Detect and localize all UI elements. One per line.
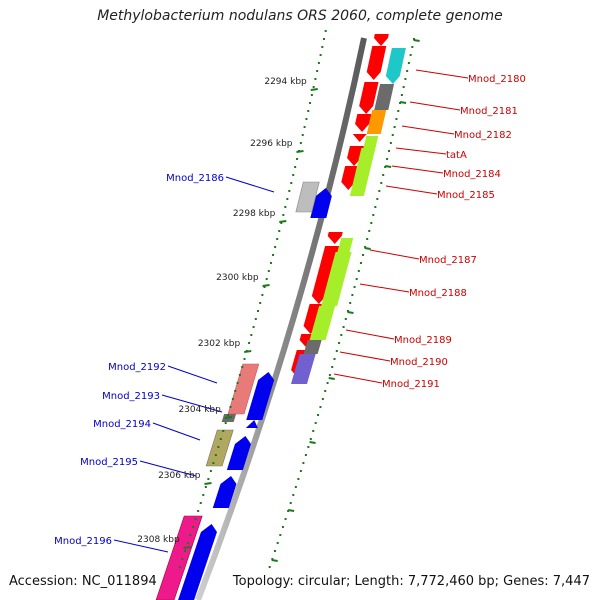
tick-mark xyxy=(364,247,371,250)
gene-block-olive-2194 xyxy=(205,429,234,467)
label-leader xyxy=(385,185,438,195)
gene-label: Mnod_2190 xyxy=(390,357,448,368)
cds-red-5 xyxy=(352,134,367,142)
cds-blue-2196 xyxy=(178,524,217,600)
gene-label: Mnod_2194 xyxy=(93,419,151,430)
cds-blue-2194 xyxy=(226,436,251,470)
gene-label: Mnod_2191 xyxy=(382,379,440,390)
label-leader xyxy=(359,283,410,293)
label-leader xyxy=(345,329,395,340)
tick-mark xyxy=(296,150,304,153)
tick-mark xyxy=(279,220,287,223)
tick-mark xyxy=(262,284,270,287)
tick-label: 2306 kbp xyxy=(158,471,201,481)
gene-block-lime-2187 xyxy=(337,238,354,252)
tick-label: 2296 kbp xyxy=(250,139,293,149)
gene-label: Mnod_2193 xyxy=(102,391,160,402)
label-leader xyxy=(409,101,461,111)
tick-mark xyxy=(183,546,191,549)
gene-label: Mnod_2184 xyxy=(443,169,501,180)
gene-label: Mnod_2180 xyxy=(468,74,526,85)
accession-text: Accession: NC_011894 xyxy=(9,574,157,589)
gene-label: Mnod_2188 xyxy=(409,288,467,299)
gene-label: Mnod_2186 xyxy=(166,173,224,184)
label-leader xyxy=(391,165,444,174)
gene-label: Mnod_2187 xyxy=(419,255,477,266)
tick-mark xyxy=(384,165,392,168)
tick-label: 2308 kbp xyxy=(137,535,180,545)
tick-label: 2294 kbp xyxy=(264,77,307,87)
label-leader xyxy=(401,125,455,135)
tick-mark xyxy=(224,416,233,419)
label-leader xyxy=(225,176,275,193)
label-leader xyxy=(113,539,169,553)
cds-red-7 xyxy=(341,166,360,190)
tick-mark xyxy=(399,101,407,104)
cds-red-2 xyxy=(366,46,387,80)
tick-label: 2300 kbp xyxy=(216,273,259,283)
cds-red-3 xyxy=(359,82,379,114)
cds-blue-2192 xyxy=(246,372,275,420)
label-leader xyxy=(139,460,197,477)
cds-blue-2195 xyxy=(212,476,237,508)
gene-label: Mnod_2196 xyxy=(54,536,112,547)
gene-label: Mnod_2182 xyxy=(454,130,512,141)
label-leader xyxy=(152,422,201,441)
tick-mark xyxy=(309,441,316,444)
tick-mark xyxy=(347,311,354,314)
gene-block-magenta-2196 xyxy=(155,515,203,600)
tick-mark xyxy=(413,39,420,42)
label-leader xyxy=(369,249,420,260)
label-leader xyxy=(167,365,218,384)
outer-track-right xyxy=(268,38,415,568)
gene-label: tatA xyxy=(446,150,467,161)
gene-block-lime-2189 xyxy=(309,306,336,340)
tick-label: 2304 kbp xyxy=(178,405,221,415)
topology-text: Topology: circular; Length: 7,772,460 bp… xyxy=(232,574,590,589)
label-leader xyxy=(415,69,469,79)
label-leader xyxy=(161,394,223,413)
gene-block-lime xyxy=(349,148,376,196)
gene-block-grey-2190 xyxy=(303,340,322,354)
gene-block-purple-2191 xyxy=(290,354,316,384)
cds-red-8 xyxy=(327,232,343,244)
gene-block-salmon-2192 xyxy=(227,363,260,415)
tick-mark xyxy=(204,482,212,485)
cds-red-4 xyxy=(355,114,372,132)
cds-red-6 xyxy=(347,146,364,166)
gene-label: Mnod_2195 xyxy=(80,457,138,468)
gene-label: Mnod_2189 xyxy=(394,335,452,346)
gene-block-orange xyxy=(366,110,387,134)
tick-mark xyxy=(310,88,318,91)
tick-mark xyxy=(328,377,335,380)
tick-label: 2298 kbp xyxy=(233,209,276,219)
gene-label: Mnod_2192 xyxy=(108,362,166,373)
gene-block-cyan xyxy=(385,48,406,84)
cds-blue-2193 xyxy=(245,420,258,428)
tick-mark xyxy=(287,509,295,512)
gene-block-lime-2188 xyxy=(321,252,352,306)
label-leader xyxy=(395,147,447,155)
cds-red-9 xyxy=(311,246,340,304)
cds-red-1 xyxy=(374,34,389,46)
genome-backbone xyxy=(195,37,367,600)
tick-label: 2302 kbp xyxy=(198,339,241,349)
gene-label: Mnod_2181 xyxy=(460,106,518,117)
tick-mark xyxy=(271,559,278,562)
gene-block-lime-small xyxy=(363,136,379,148)
cds-blue-2186 xyxy=(310,188,332,218)
tick-mark xyxy=(244,350,252,353)
label-leader xyxy=(333,373,383,384)
label-leader xyxy=(339,351,391,362)
gene-label: Mnod_2185 xyxy=(437,190,495,201)
gene-block-silver-2186 xyxy=(295,181,320,213)
map-title: Methylobacterium nodulans ORS 2060, comp… xyxy=(97,8,503,24)
gene-block-grey xyxy=(374,84,395,110)
outer-track-left xyxy=(178,30,327,568)
